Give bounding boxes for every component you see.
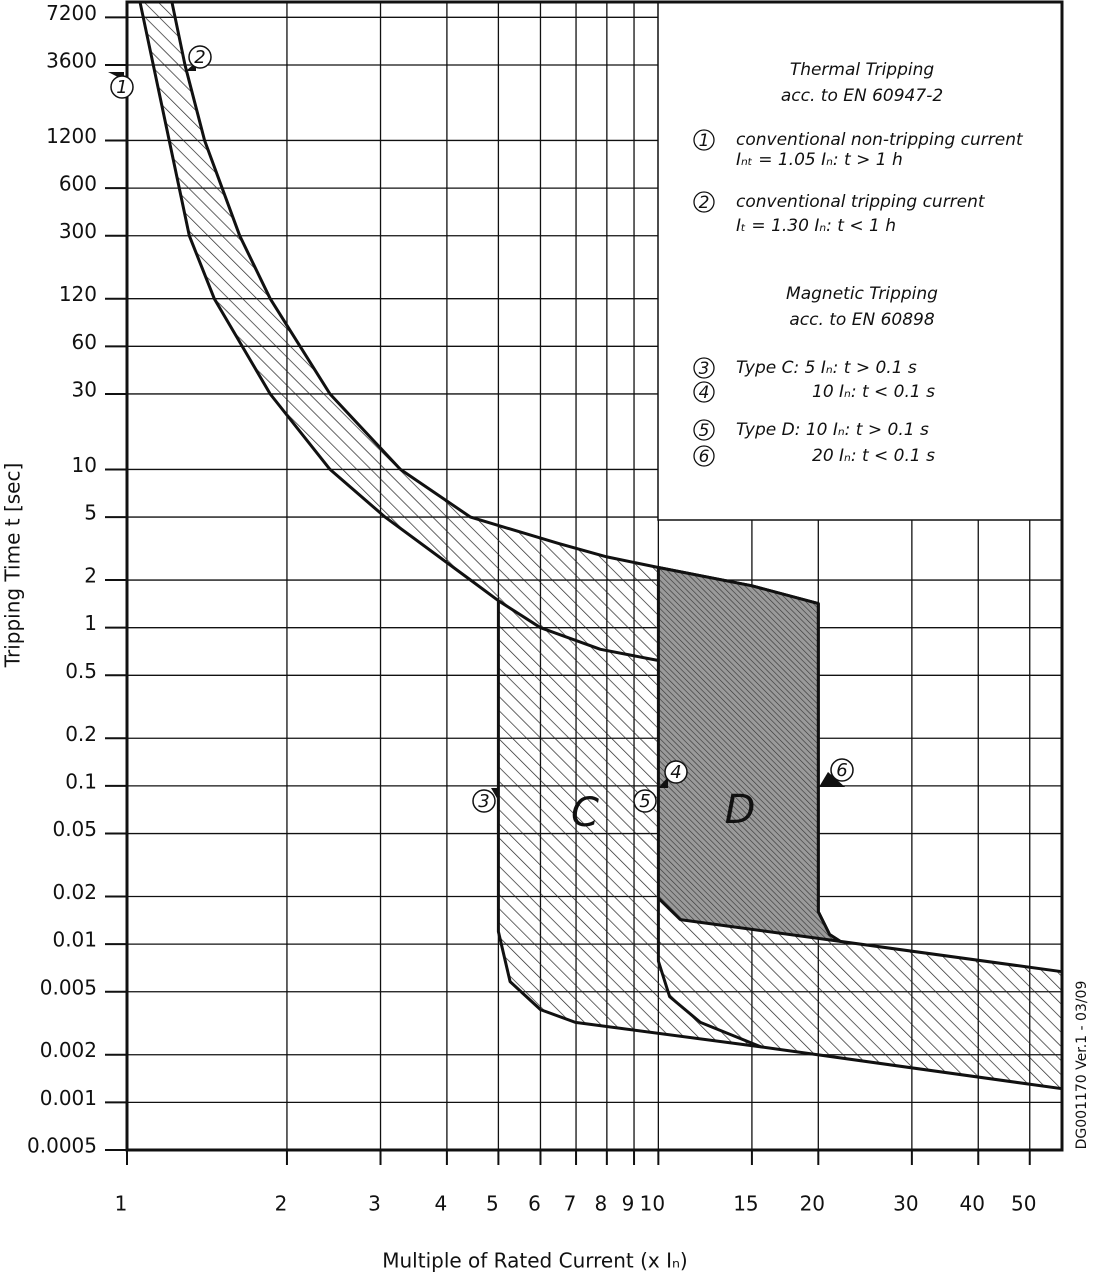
note-text: conventional tripping current	[736, 192, 986, 212]
curve	[656, 898, 762, 1049]
pointer	[658, 777, 668, 788]
pointer	[819, 772, 845, 787]
note-text: Type D: 10 Iₙ: t > 0.1 s	[736, 420, 929, 440]
areas	[138, 0, 1064, 1091]
note-text: 10 Iₙ: t < 0.1 s	[812, 382, 935, 402]
y-tick-label: 0.5	[65, 659, 97, 683]
note-text: Iₜ = 1.30 Iₙ: t < 1 h	[736, 216, 896, 236]
note-marker-circle	[693, 357, 715, 379]
y-tick-label: 2	[84, 564, 97, 588]
trip-region	[138, 0, 1064, 1091]
note-marker: 6	[699, 447, 710, 467]
annotation-circle	[110, 75, 134, 99]
x-tick-label: 15	[733, 1192, 758, 1216]
y-axis-title: Tripping Time t [sec]	[1, 463, 25, 669]
y-tick-label: 300	[59, 219, 97, 243]
note-heading: acc. to EN 60898	[789, 310, 935, 330]
note-marker-circle	[693, 129, 715, 151]
annotation: 4	[670, 762, 681, 783]
annotation: 3	[478, 791, 489, 812]
y-tick-label: 0.005	[40, 975, 97, 999]
y-tick-label: 1	[84, 611, 97, 635]
y-tick-label: 0.2	[65, 722, 97, 746]
annotation-circle	[472, 789, 496, 813]
note-marker: 5	[699, 421, 710, 441]
y-tick-label: 3600	[46, 48, 97, 72]
y-tick-label: 0.1	[65, 769, 97, 793]
x-tick-label: 5	[486, 1192, 499, 1216]
x-tick-label: 3	[368, 1192, 381, 1216]
pointer	[491, 788, 498, 800]
annotation-circle	[664, 760, 688, 784]
note-heading: Thermal Tripping	[790, 60, 935, 80]
note-marker: 2	[699, 193, 710, 213]
region-label: D	[725, 787, 756, 833]
note-text: Iₙₜ = 1.05 Iₙ: t > 1 h	[736, 150, 903, 170]
y-tick-label: 10	[72, 453, 97, 477]
y-tick-label: 1200	[46, 124, 97, 148]
note-marker: 1	[699, 131, 710, 151]
y-tick-label: 600	[59, 172, 97, 196]
annotation: 2	[194, 47, 205, 68]
annotation-circle	[830, 758, 854, 782]
y-tick-label: 5	[84, 501, 97, 525]
x-tick-label: 7	[564, 1192, 577, 1216]
x-tick-label: 40	[960, 1192, 985, 1216]
annotation-circle	[188, 45, 212, 69]
curve	[497, 599, 659, 662]
note-text: conventional non-tripping current	[736, 130, 1024, 150]
x-tick-label: 20	[800, 1192, 825, 1216]
x-tick-label: 2	[275, 1192, 288, 1216]
x-tick-label: 4	[435, 1192, 448, 1216]
y-tick-label: 120	[59, 282, 97, 306]
trip-region	[656, 566, 842, 943]
y-tick-label: 0.002	[40, 1038, 97, 1062]
x-tick-label: 50	[1011, 1192, 1036, 1216]
note-marker-circle	[693, 191, 715, 213]
annotation: 5	[639, 791, 650, 812]
y-tick-label: 0.0005	[27, 1134, 97, 1158]
x-tick-label: 6	[528, 1192, 541, 1216]
y-tick-label: 30	[72, 377, 97, 401]
annotation: 1	[116, 77, 127, 98]
y-tick-label: 0.02	[52, 880, 97, 904]
x-tick-label: 8	[594, 1192, 607, 1216]
y-tick-label: 0.001	[40, 1086, 97, 1110]
y-tick-label: 0.05	[52, 817, 97, 841]
x-tick-label: 1	[115, 1192, 128, 1216]
y-tick-label: 60	[72, 330, 97, 354]
note-marker: 3	[699, 359, 710, 379]
y-tick-label: 7200	[46, 1, 97, 25]
region-label: C	[571, 790, 599, 836]
note-marker-circle	[693, 445, 715, 467]
annotation: 6	[836, 760, 847, 781]
axes: 7200360012006003001206030105210.50.20.10…	[27, 1, 1036, 1216]
x-tick-label: 9	[622, 1192, 635, 1216]
x-axis-title: Multiple of Rated Current (x Iₙ)	[382, 1249, 688, 1273]
document-id: DG001170 Ver.1 - 03/09	[1074, 981, 1090, 1150]
note-marker-circle	[693, 419, 715, 441]
note-heading: Magnetic Tripping	[786, 284, 938, 304]
note-marker: 4	[699, 383, 710, 403]
note-text: Type C: 5 Iₙ: t > 0.1 s	[736, 358, 917, 378]
notes-box	[657, 1, 1063, 521]
plot-frame	[125, 0, 1064, 1152]
x-tick-label: 30	[893, 1192, 918, 1216]
note-text: 20 Iₙ: t < 0.1 s	[812, 446, 935, 466]
y-tick-label: 0.01	[52, 928, 97, 952]
note-marker-circle	[693, 381, 715, 403]
annotation-circle	[633, 789, 657, 813]
x-tick-label: 10	[640, 1192, 665, 1216]
note-heading: acc. to EN 60947-2	[781, 86, 943, 106]
